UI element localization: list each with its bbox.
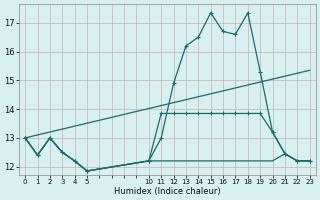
X-axis label: Humidex (Indice chaleur): Humidex (Indice chaleur) (114, 187, 221, 196)
